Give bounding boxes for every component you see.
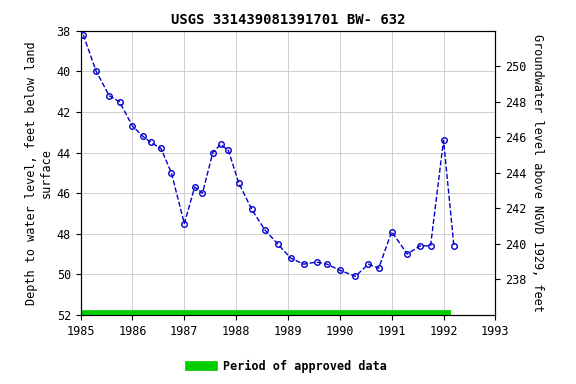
Y-axis label: Depth to water level, feet below land
surface: Depth to water level, feet below land su… [25,41,52,305]
Y-axis label: Groundwater level above NGVD 1929, feet: Groundwater level above NGVD 1929, feet [530,34,544,312]
Title: USGS 331439081391701 BW- 632: USGS 331439081391701 BW- 632 [170,13,406,27]
Legend: Period of approved data: Period of approved data [185,356,391,378]
